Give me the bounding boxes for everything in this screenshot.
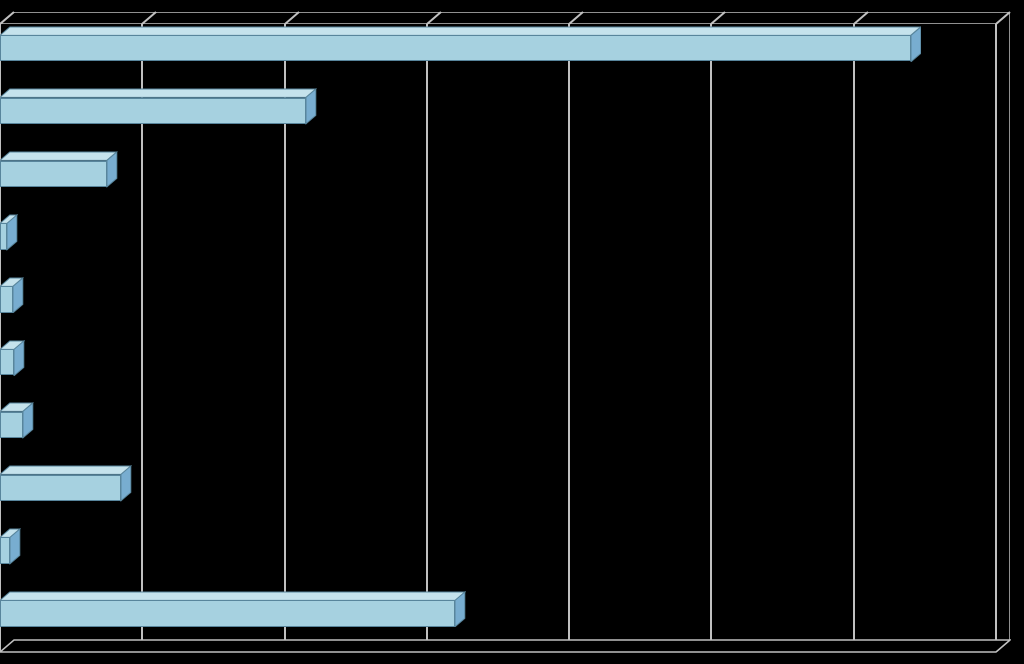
bar-side — [6, 214, 18, 251]
gridline — [710, 24, 712, 652]
bar-side — [120, 465, 132, 502]
gridline-depth — [995, 11, 1011, 25]
bar — [0, 475, 121, 501]
bar-side — [12, 277, 24, 314]
bar — [0, 600, 455, 626]
bar-side — [106, 151, 118, 188]
gridline — [568, 24, 570, 652]
bar — [0, 98, 306, 124]
gridline-depth — [141, 11, 157, 25]
gridline-depth — [710, 11, 726, 25]
gridline-depth — [0, 11, 15, 25]
bar — [0, 161, 107, 187]
bar-side — [910, 26, 922, 63]
bar-side — [454, 591, 466, 628]
bar-side — [22, 402, 34, 439]
side-wall-right — [996, 12, 1010, 652]
gridline-depth — [568, 11, 584, 25]
bar-top — [0, 591, 466, 601]
gridline — [995, 24, 997, 652]
gridline — [853, 24, 855, 652]
gridline — [426, 24, 428, 652]
bar-top — [0, 26, 921, 36]
bar-top — [0, 151, 118, 161]
bar-top — [0, 88, 317, 98]
bar — [0, 349, 14, 375]
bar — [0, 412, 23, 438]
gridline-depth — [284, 11, 300, 25]
bar-side — [305, 88, 317, 125]
bar-side — [13, 340, 25, 377]
gridline-depth — [426, 11, 442, 25]
bar — [0, 35, 911, 61]
bar-chart-3d — [0, 0, 1024, 664]
bar-top — [0, 465, 132, 475]
bar-side — [9, 528, 21, 565]
floor — [0, 639, 1011, 653]
gridline-depth — [853, 11, 869, 25]
